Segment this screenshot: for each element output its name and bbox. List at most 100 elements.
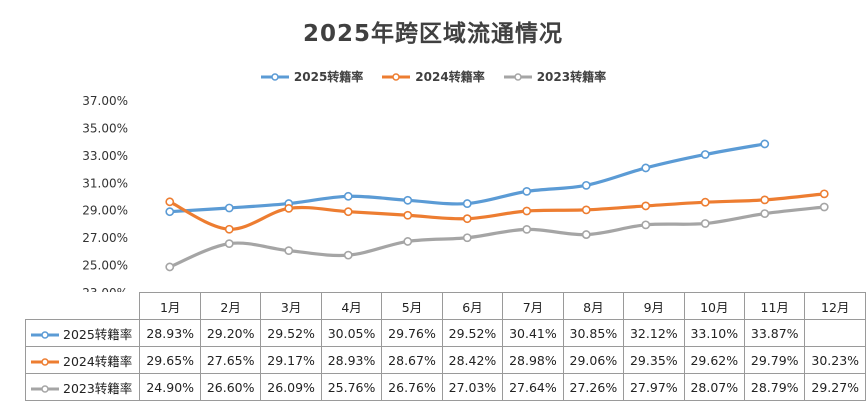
table-corner	[25, 292, 141, 320]
y-tick-label: 23.00%	[82, 286, 128, 292]
chart-title: 2025年跨区域流通情况	[302, 21, 563, 47]
data-point	[343, 191, 353, 201]
y-tick-label: 35.00%	[82, 121, 128, 135]
data-point	[165, 207, 175, 217]
data-point	[403, 210, 413, 220]
category-label: 4月	[320, 292, 383, 320]
row-series-name: 2024转籍率	[63, 353, 133, 369]
data-point	[819, 202, 829, 212]
table-cell: 27.64%	[502, 373, 564, 401]
y-tick-label: 27.00%	[82, 231, 128, 245]
row-key-icon	[31, 385, 59, 393]
data-point	[700, 219, 710, 228]
data-point	[522, 206, 532, 216]
y-tick-label: 33.00%	[82, 149, 128, 163]
data-point	[403, 237, 413, 246]
legend: 2025转籍率 2024转籍率 2023转籍率	[0, 68, 866, 85]
y-tick-label: 31.00%	[82, 176, 128, 190]
table-cell: 29.27%	[804, 373, 866, 401]
table-cell: 24.90%	[139, 373, 201, 401]
table-cell: 29.62%	[683, 346, 746, 374]
table-cell: 29.65%	[139, 346, 201, 374]
data-point	[522, 186, 532, 196]
table-cell: 30.23%	[804, 346, 866, 374]
data-point	[284, 203, 294, 213]
category-label: 12月	[804, 292, 866, 320]
data-point	[760, 195, 770, 205]
data-point	[403, 195, 413, 205]
table-cell: 28.98%	[502, 346, 564, 374]
table-cell: 30.05%	[320, 319, 383, 347]
row-key-icon	[31, 331, 59, 339]
data-point	[641, 201, 651, 211]
table-cell: 28.07%	[683, 373, 746, 401]
table-cell: 32.12%	[623, 319, 685, 347]
table-cell: 29.79%	[743, 346, 806, 374]
data-point	[819, 189, 829, 199]
category-label: 1月	[139, 292, 201, 320]
legend-key-icon	[382, 72, 411, 81]
table-header-row: 1月 2月 3月 4月 5月 6月 7月 8月 9月 10月 11月 12月	[25, 292, 866, 320]
row-series-name: 2025转籍率	[63, 326, 133, 342]
table-cell: 27.97%	[623, 373, 685, 401]
data-point	[343, 207, 353, 217]
table-cell: 29.20%	[199, 319, 262, 347]
table-cell: 29.06%	[562, 346, 625, 374]
y-tick-label: 29.00%	[82, 204, 128, 218]
data-point	[700, 150, 710, 159]
table-cell: 29.52%	[441, 319, 504, 347]
category-label: 6月	[441, 292, 504, 320]
table-cell: 28.79%	[743, 373, 806, 401]
data-point	[165, 262, 175, 272]
legend-item: 2025转籍率	[260, 68, 363, 85]
table-cell: 28.67%	[381, 346, 443, 374]
data-point	[641, 220, 651, 230]
row-series-name: 2023转籍率	[63, 380, 133, 396]
table-cell: 29.17%	[260, 346, 322, 374]
table-row: 2024转籍率 29.65% 27.65% 29.17% 28.93% 28.67% 28.…	[24, 346, 866, 374]
data-point	[462, 199, 472, 208]
category-label: 7月	[502, 292, 564, 320]
table-cell: 29.52%	[260, 319, 322, 347]
table-cell: 26.60%	[199, 373, 262, 401]
data-point	[462, 214, 472, 224]
data-point	[581, 230, 591, 239]
row-series-label: 2024转籍率	[24, 346, 141, 374]
legend-item: 2023转籍率	[503, 68, 606, 85]
data-point	[224, 239, 234, 249]
category-label: 11月	[743, 292, 806, 320]
legend-item: 2024转籍率	[381, 68, 485, 85]
category-label: 10月	[683, 292, 746, 320]
row-series-label: 2023转籍率	[24, 373, 141, 401]
row-key-icon	[31, 358, 59, 366]
row-series-label: 2025转籍率	[24, 319, 141, 347]
y-tick-label: 25.00%	[82, 259, 128, 273]
legend-key-icon	[260, 72, 289, 81]
data-point	[581, 180, 591, 190]
legend-label: 2023转籍率	[536, 70, 607, 84]
data-point	[522, 224, 532, 234]
data-point	[343, 250, 353, 260]
table-cell: 26.09%	[260, 373, 322, 401]
legend-key-icon	[503, 72, 532, 81]
table-cell: 28.93%	[320, 346, 383, 374]
data-point	[284, 246, 294, 256]
table-cell: 33.10%	[683, 319, 746, 347]
y-tick-label: 37.00%	[82, 94, 128, 108]
data-point	[165, 197, 175, 207]
table-row: 2025转籍率 28.93% 29.20% 29.52% 30.05% 29.76% 29.…	[24, 319, 866, 347]
category-label: 9月	[623, 292, 685, 320]
data-point	[224, 224, 234, 234]
table-cell	[804, 319, 866, 347]
data-point	[462, 233, 472, 243]
data-point	[760, 209, 770, 218]
data-point	[224, 203, 234, 213]
table-cell: 30.85%	[562, 319, 625, 347]
table-cell: 28.42%	[441, 346, 504, 374]
table-cell: 27.03%	[441, 373, 504, 401]
data-point	[581, 205, 591, 215]
data-point	[641, 163, 651, 173]
table-cell: 27.26%	[562, 373, 625, 401]
legend-label: 2025转籍率	[293, 70, 364, 84]
table-cell: 29.76%	[381, 319, 443, 347]
